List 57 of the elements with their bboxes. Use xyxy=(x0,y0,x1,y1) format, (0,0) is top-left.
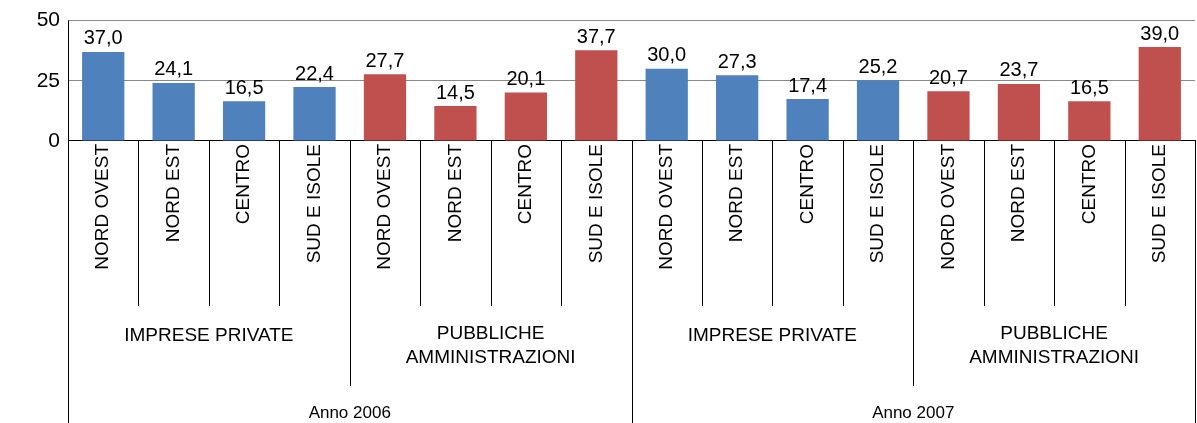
data-label: 16,5 xyxy=(224,75,264,98)
text: PUBBLICHE AMMINISTRAZIONI xyxy=(405,322,576,368)
x-tick-label: SUD E ISOLE xyxy=(866,144,888,264)
x-tick-label: NORD EST xyxy=(443,143,465,243)
text: IMPRESE PRIVATE xyxy=(687,324,858,346)
x-tick-label: CENTRO xyxy=(795,144,817,225)
data-label: 27,3 xyxy=(717,49,757,72)
x-tick-label: CENTRO xyxy=(514,144,536,225)
x-tick-label: NORD OVEST xyxy=(654,143,676,270)
x-tick-label: NORD EST xyxy=(161,143,183,243)
data-label: 14,5 xyxy=(435,80,475,103)
x-tick-label: NORD OVEST xyxy=(91,143,113,270)
text: Anno 2007 xyxy=(872,402,955,422)
bar xyxy=(927,91,970,141)
data-label: 24,1 xyxy=(154,57,194,80)
bar xyxy=(1068,101,1111,141)
bar xyxy=(222,101,266,141)
x-tick-label: NORD OVEST xyxy=(373,143,395,270)
data-label: 16,5 xyxy=(1069,75,1109,98)
text: PUBBLICHE AMMINISTRAZIONI xyxy=(969,322,1140,368)
text: IMPRESE PRIVATE xyxy=(124,324,294,346)
bar xyxy=(716,75,759,141)
bar xyxy=(575,50,618,141)
text: Anno 2006 xyxy=(308,402,391,422)
bar xyxy=(856,80,900,141)
data-label: 17,4 xyxy=(788,73,828,96)
y-tick-label: 0 xyxy=(48,127,60,151)
x-tick-label: SUD E ISOLE xyxy=(584,144,606,264)
data-label: 23,7 xyxy=(999,58,1039,81)
x-tick-label: SUD E ISOLE xyxy=(302,144,324,264)
data-label: 25,2 xyxy=(858,54,898,77)
data-label: 22,4 xyxy=(295,61,334,84)
bar xyxy=(786,99,829,141)
x-tick-label: NORD OVEST xyxy=(936,143,958,270)
x-tick-label: CENTRO xyxy=(1077,144,1099,225)
data-label: 37,7 xyxy=(576,24,616,47)
data-label: 27,7 xyxy=(365,48,405,71)
bar xyxy=(293,87,336,141)
data-label: 37,0 xyxy=(83,26,123,49)
x-tick-label: NORD EST xyxy=(1007,143,1029,243)
data-label: 39,0 xyxy=(1140,21,1180,44)
bar xyxy=(1138,47,1181,141)
bar xyxy=(434,106,477,141)
bar xyxy=(363,74,407,141)
y-tick-label: 50 xyxy=(36,7,60,31)
bar xyxy=(82,51,125,141)
bar xyxy=(645,68,688,141)
data-label: 30,0 xyxy=(647,43,687,66)
y-tick-label: 25 xyxy=(36,67,60,91)
bar xyxy=(504,92,547,141)
data-label: 20,7 xyxy=(929,65,968,88)
bar xyxy=(997,83,1041,141)
data-label: 20,1 xyxy=(506,67,546,90)
x-tick-label: SUD E ISOLE xyxy=(1148,144,1170,264)
bar xyxy=(152,82,195,141)
x-tick-label: CENTRO xyxy=(232,144,254,225)
x-tick-label: NORD EST xyxy=(725,143,747,243)
